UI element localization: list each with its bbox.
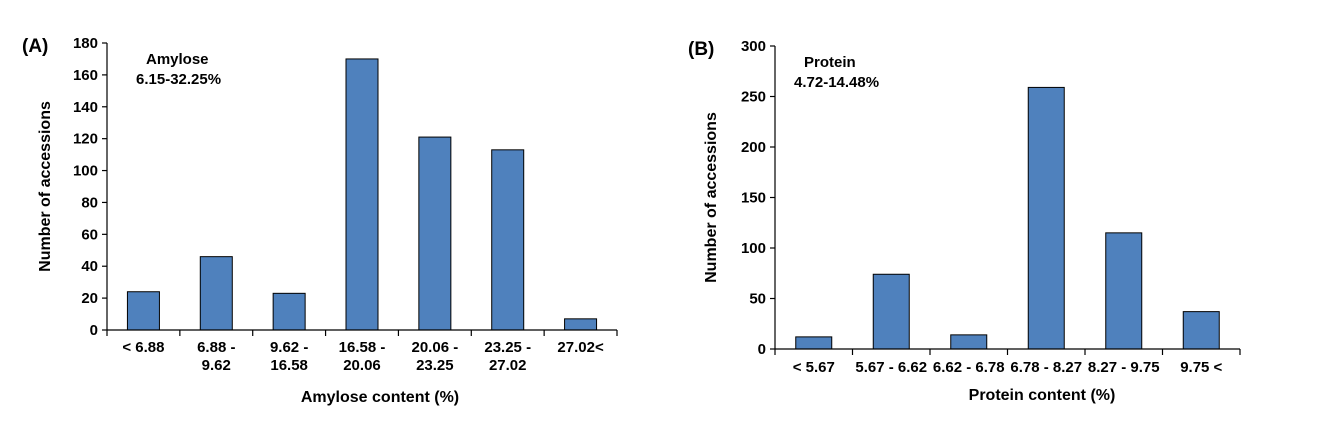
bar-5 xyxy=(1182,311,1220,350)
x-tick-label: 8.27 - 9.75 xyxy=(1088,359,1160,376)
y-tick-label: 0 xyxy=(758,341,766,358)
y-tick-label: 0 xyxy=(90,322,98,339)
x-tick-label: 6.78 - 8.27 xyxy=(1010,359,1082,376)
y-tick-label: 300 xyxy=(741,38,766,55)
annotation-title: Amylose xyxy=(146,51,209,68)
protein-chart: (B) Protein 4.72-14.48% 0 50 100 150 200 250 300 <… xyxy=(688,38,1241,404)
bar-1 xyxy=(872,273,910,350)
x-tick-label: 16.58 xyxy=(270,357,308,374)
x-tick-label: 23.25 xyxy=(416,357,454,374)
y-tick-label: 140 xyxy=(73,99,98,116)
annotation-title: Protein xyxy=(804,54,856,71)
amylose-chart: (A) Amylose 6.15-32.25% 0 20 40 60 80 100 120 140 1… xyxy=(22,35,618,406)
y-tick-label: 150 xyxy=(741,190,766,207)
y-tick-label: 100 xyxy=(73,163,98,180)
x-tick-label: 20.06 xyxy=(343,357,381,374)
bar-6 xyxy=(564,318,598,331)
y-tick-label: 40 xyxy=(81,258,98,275)
y-axis-title: Number of accessions xyxy=(703,112,720,283)
y-tick-label: 80 xyxy=(81,194,98,211)
y-tick-label: 20 xyxy=(81,290,98,307)
bar-3 xyxy=(345,58,379,331)
x-tick-label: 27.02< xyxy=(557,339,604,356)
x-tick-label: 20.06 - xyxy=(412,339,459,356)
y-tick-label: 250 xyxy=(741,89,766,106)
x-tick-label: 16.58 - xyxy=(339,339,386,356)
bar-2 xyxy=(272,292,306,331)
x-tick-label: 9.62 xyxy=(202,357,231,374)
bar-0 xyxy=(126,291,160,331)
x-tick-label: 6.88 - xyxy=(197,339,235,356)
x-axis-title: Protein content (%) xyxy=(969,387,1116,404)
bar-4 xyxy=(1105,232,1143,350)
bar-3 xyxy=(1027,86,1065,350)
y-axis-title: Number of accessions xyxy=(37,101,54,272)
panel-label: (A) xyxy=(22,36,48,57)
bar-5 xyxy=(491,149,525,331)
y-tick-label: 60 xyxy=(81,226,98,243)
annotation-range: 6.15-32.25% xyxy=(136,71,221,88)
y-tick-label: 160 xyxy=(73,67,98,84)
bar-0 xyxy=(795,336,833,350)
x-tick-label: 23.25 - xyxy=(484,339,531,356)
bar-1 xyxy=(199,256,233,331)
bar-4 xyxy=(418,136,452,331)
panel-label: (B) xyxy=(688,39,714,60)
annotation-range: 4.72-14.48% xyxy=(794,74,879,91)
x-tick-label: 6.62 - 6.78 xyxy=(933,359,1005,376)
y-tick-label: 100 xyxy=(741,240,766,257)
x-tick-label: 27.02 xyxy=(489,357,527,374)
y-tick-label: 50 xyxy=(749,291,766,308)
x-axis-title: Amylose content (%) xyxy=(301,389,459,406)
y-tick-label: 120 xyxy=(73,131,98,148)
bar-2 xyxy=(950,334,988,350)
x-tick-label: 9.62 - xyxy=(270,339,308,356)
x-tick-label: < 6.88 xyxy=(122,339,164,356)
x-tick-label: 9.75 < xyxy=(1180,359,1222,376)
y-tick-label: 180 xyxy=(73,35,98,52)
y-tick-label: 200 xyxy=(741,139,766,156)
x-tick-label: < 5.67 xyxy=(793,359,835,376)
x-tick-label: 5.67 - 6.62 xyxy=(855,359,927,376)
